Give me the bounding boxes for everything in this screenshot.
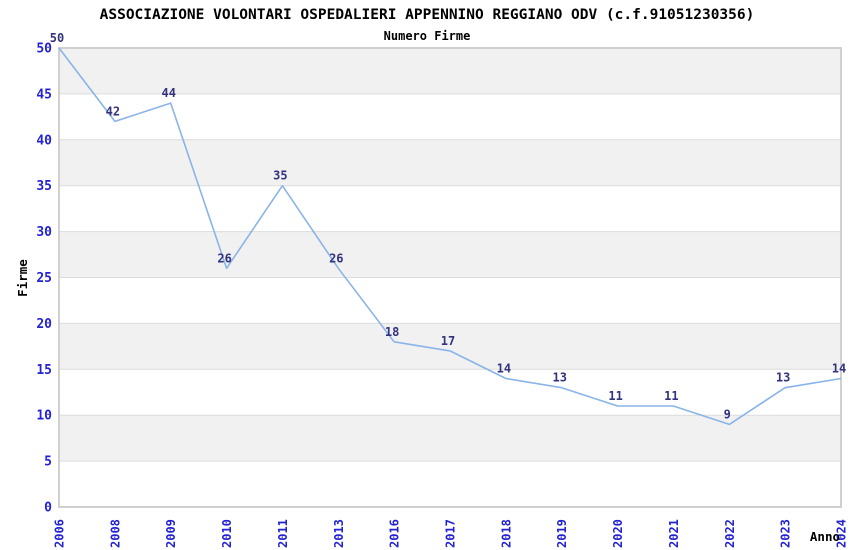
x-tick-label: 2008 (108, 519, 122, 548)
x-tick-label: 2021 (667, 519, 681, 548)
chart-title: ASSOCIAZIONE VOLONTARI OSPEDALIERI APPEN… (100, 7, 755, 23)
point-label: 14 (832, 362, 846, 376)
y-tick-label: 25 (36, 271, 52, 286)
y-axis-title: Firme (15, 259, 30, 297)
point-label: 26 (217, 251, 231, 265)
point-label: 50 (50, 31, 64, 45)
point-label: 42 (106, 104, 120, 118)
point-label: 26 (329, 251, 343, 265)
point-label: 11 (608, 389, 622, 403)
tick-layer: 0 5 10 15 20 25 30 35 40 45 50 2006 2008 2009 2010 2011… (36, 42, 848, 549)
plot-band (59, 139, 841, 186)
x-tick-label: 2022 (723, 519, 737, 548)
plot-band (59, 48, 841, 94)
point-label: 18 (385, 325, 399, 339)
y-tick-label: 5 (44, 455, 52, 470)
y-tick-label: 20 (36, 317, 52, 332)
band-layer (59, 48, 841, 462)
y-tick-label: 10 (36, 409, 52, 424)
x-tick-label: 2009 (164, 519, 178, 548)
point-label: 13 (776, 371, 790, 385)
y-tick-label: 15 (36, 363, 52, 378)
plot-band (59, 323, 841, 370)
x-tick-label: 2023 (779, 519, 793, 548)
y-tick-label: 45 (36, 87, 52, 102)
x-tick-label: 2020 (611, 519, 625, 548)
plot-band (59, 231, 841, 278)
gridline-layer (58, 47, 842, 508)
point-label: 14 (497, 362, 511, 376)
x-tick-label: 2024 (835, 519, 849, 548)
y-tick-label: 0 (44, 501, 52, 516)
y-tick-label: 40 (36, 133, 52, 148)
x-tick-label: 2017 (444, 519, 458, 548)
point-label: 35 (273, 169, 287, 183)
x-tick-label: 2010 (220, 519, 234, 548)
chart-subtitle: Numero Firme (384, 29, 471, 43)
x-tick-label: 2018 (499, 519, 513, 548)
point-label: 17 (441, 334, 455, 348)
point-label: 11 (664, 389, 678, 403)
y-tick-label: 50 (36, 42, 52, 57)
x-tick-label: 2006 (53, 519, 67, 548)
x-tick-label: 2013 (332, 519, 346, 548)
y-tick-label: 30 (36, 225, 52, 240)
point-label: 13 (552, 371, 566, 385)
x-tick-label: 2019 (555, 519, 569, 548)
plot-band (59, 415, 841, 462)
x-tick-label: 2016 (388, 519, 402, 548)
point-label: 44 (161, 86, 175, 100)
x-axis-title: Anno (810, 529, 840, 544)
data-line (58, 47, 842, 426)
y-tick-label: 35 (36, 179, 52, 194)
x-tick-label: 2011 (276, 519, 290, 548)
plot-border (58, 47, 842, 508)
point-label: 9 (724, 407, 731, 421)
series-layer: 50 42 44 26 35 26 18 17 14 13 11 11 9 13 14 (50, 31, 846, 426)
